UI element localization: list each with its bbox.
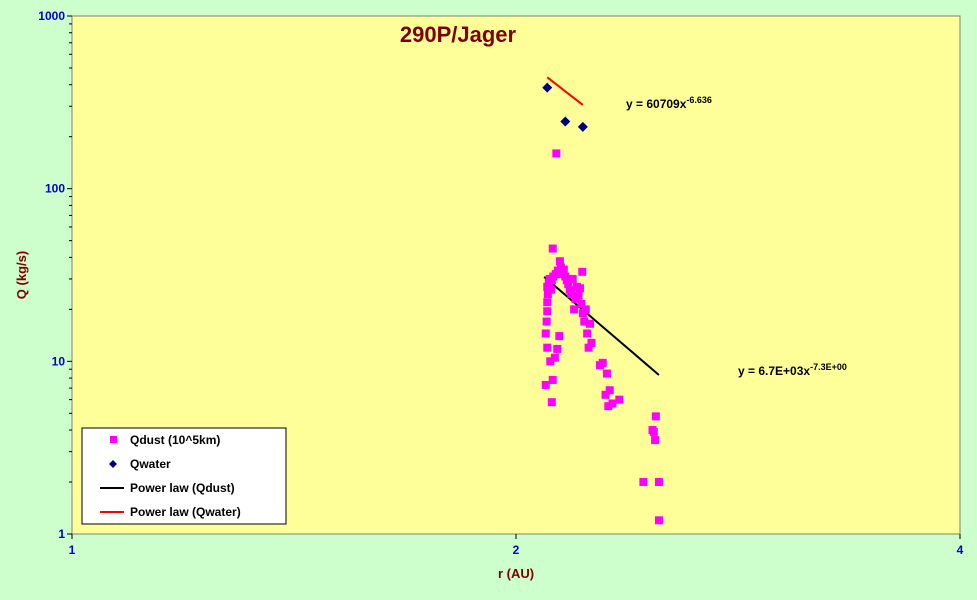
qdust-point bbox=[568, 274, 577, 283]
legend-qwater-label: Qwater bbox=[130, 457, 171, 471]
qdust-point bbox=[567, 290, 576, 299]
qdust-point bbox=[546, 285, 555, 294]
qdust-point bbox=[547, 398, 556, 407]
legend-dust-fit-label: Power law (Qdust) bbox=[130, 481, 235, 495]
fit-line-dust bbox=[543, 276, 660, 376]
legend: Qdust (10^5km) Qwater Power law (Qdust) … bbox=[81, 427, 287, 525]
fit-equation-water-base: y = 60709x bbox=[626, 97, 687, 111]
y-tick-label: 1000 bbox=[38, 9, 65, 23]
qdust-point bbox=[578, 267, 587, 276]
qdust-point bbox=[541, 380, 550, 389]
legend-qdust-marker bbox=[110, 436, 117, 443]
qwater-point bbox=[542, 82, 553, 93]
qdust-point bbox=[564, 280, 573, 289]
qdust-point bbox=[559, 265, 568, 274]
legend-box bbox=[81, 427, 287, 525]
qdust-point bbox=[587, 338, 596, 347]
y-tick-label: 100 bbox=[45, 182, 65, 196]
x-axis: 1 2 4 bbox=[69, 534, 964, 557]
qdust-point bbox=[586, 319, 595, 328]
y-axis-label: Q (kg/s) bbox=[14, 251, 29, 299]
qdust-point bbox=[602, 369, 611, 378]
fit-equation-water-exp: -6.636 bbox=[686, 95, 712, 105]
qdust-point bbox=[615, 395, 624, 404]
data-points bbox=[541, 82, 663, 525]
fit-lines bbox=[543, 76, 660, 376]
qdust-point bbox=[651, 412, 660, 421]
fit-equation-dust: y = 6.7E+03x-7.3E+00 bbox=[738, 362, 847, 378]
qdust-point bbox=[543, 290, 552, 299]
x-tick-label: 2 bbox=[513, 543, 520, 557]
qdust-point bbox=[546, 357, 555, 366]
qdust-point bbox=[580, 317, 589, 326]
qdust-point bbox=[548, 375, 557, 384]
qdust-point bbox=[605, 386, 614, 395]
qdust-point bbox=[601, 390, 610, 399]
x-tick-label: 4 bbox=[957, 543, 964, 557]
x-tick-label: 1 bbox=[69, 543, 76, 557]
legend-water-fit-label: Power law (Qwater) bbox=[130, 505, 241, 519]
qdust-point bbox=[555, 257, 564, 266]
qdust-point bbox=[543, 298, 552, 307]
y-tick-label: 1 bbox=[58, 527, 65, 541]
qdust-point bbox=[654, 516, 663, 525]
qdust-point bbox=[555, 332, 564, 341]
qdust-point bbox=[543, 343, 552, 352]
legend-qwater-marker bbox=[109, 460, 117, 468]
fit-equation-dust-base: y = 6.7E+03x bbox=[738, 364, 810, 378]
qdust-point bbox=[584, 343, 593, 352]
x-axis-label: r (AU) bbox=[498, 566, 534, 581]
y-axis: 1 10 100 1000 bbox=[38, 9, 72, 541]
qdust-point bbox=[651, 436, 660, 445]
qdust-point bbox=[654, 478, 663, 487]
qdust-point bbox=[575, 284, 584, 293]
qdust-point bbox=[541, 329, 550, 338]
qdust-point bbox=[548, 244, 557, 253]
qdust-point bbox=[577, 299, 586, 308]
qdust-point bbox=[649, 427, 658, 436]
qdust-point bbox=[543, 307, 552, 316]
qdust-point bbox=[542, 317, 551, 326]
qdust-point bbox=[598, 358, 607, 367]
qdust-point bbox=[574, 291, 583, 300]
legend-qdust-label: Qdust (10^5km) bbox=[130, 433, 220, 447]
qdust-point bbox=[581, 305, 590, 314]
qdust-point bbox=[604, 402, 613, 411]
qdust-point bbox=[550, 353, 559, 362]
qdust-point bbox=[565, 285, 574, 294]
fit-equation-dust-exp: -7.3E+00 bbox=[810, 362, 847, 372]
qdust-point bbox=[639, 478, 648, 487]
qwater-point bbox=[577, 121, 588, 132]
qdust-point bbox=[570, 305, 579, 314]
fit-equation-water: y = 60709x-6.636 bbox=[626, 95, 712, 111]
qwater-point bbox=[560, 116, 571, 127]
qdust-point bbox=[552, 149, 561, 158]
y-tick-label: 10 bbox=[52, 354, 66, 368]
qdust-point bbox=[553, 344, 562, 353]
qdust-point bbox=[608, 399, 617, 408]
fit-line-water bbox=[546, 76, 584, 106]
qdust-point bbox=[583, 329, 592, 338]
chart-title: 290P/Jager bbox=[400, 22, 517, 47]
